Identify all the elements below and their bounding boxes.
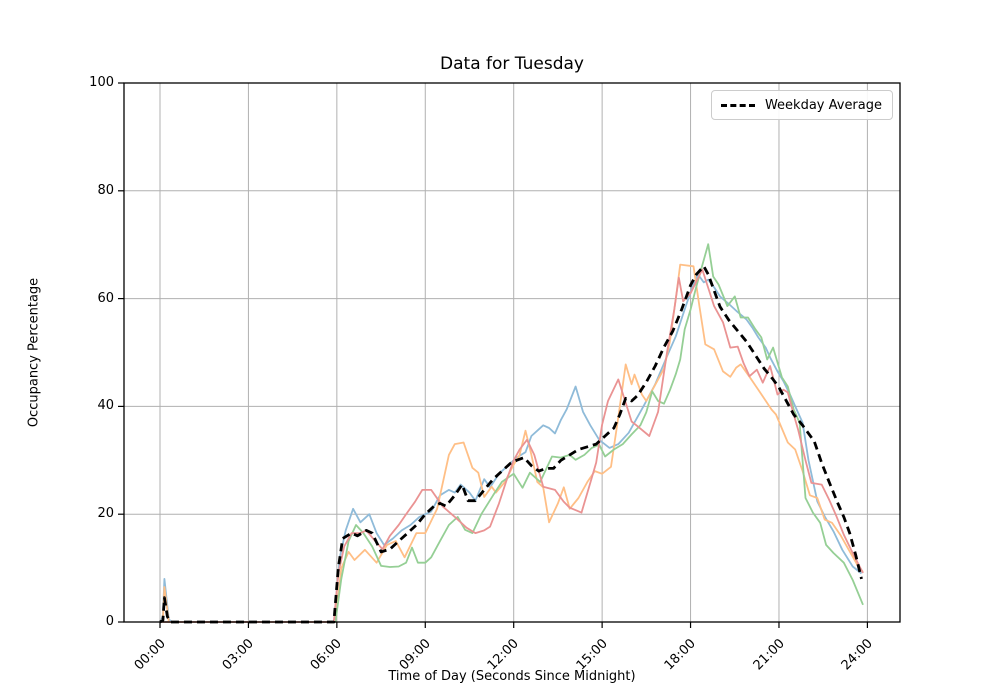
y-tick-label: 20 (97, 506, 114, 522)
y-tick-label: 80 (97, 182, 114, 198)
series-weekday-4 (160, 268, 864, 623)
y-axis-label: Occupancy Percentage (26, 277, 42, 428)
legend: Weekday Average (710, 90, 893, 120)
series-weekday-2 (159, 263, 864, 623)
y-tick-label: 100 (89, 75, 114, 90)
series-weekday-3 (160, 243, 864, 623)
series-weekday-average (159, 264, 863, 624)
dashed-line-sample (720, 103, 755, 107)
x-axis-label: Time of Day (Seconds Since Midnight) (388, 669, 636, 684)
y-tick-label: 60 (97, 290, 114, 306)
y-tick-label: 40 (97, 398, 114, 414)
y-tick-label: 0 (105, 614, 114, 629)
chart-title: Data for Tuesday (440, 54, 584, 74)
series-weekday-1 (159, 273, 863, 623)
plot-border (123, 82, 901, 623)
legend-label: Weekday Average (764, 97, 882, 113)
